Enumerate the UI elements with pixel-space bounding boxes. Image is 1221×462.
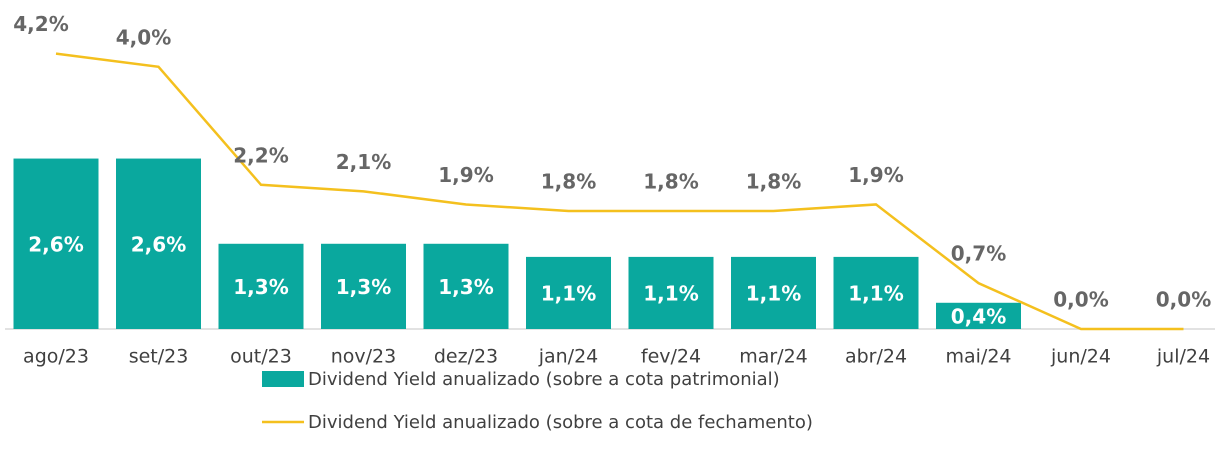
- bar: [526, 256, 611, 329]
- x-tick-label: ago/23: [23, 346, 89, 368]
- bar: [833, 256, 919, 329]
- x-tick-label: fev/24: [641, 346, 701, 368]
- x-tick-label: set/23: [129, 346, 189, 368]
- legend-label: Dividend Yield anualizado (sobre a cota …: [308, 369, 780, 390]
- bar-label: 1,1%: [541, 281, 596, 305]
- bar: [13, 158, 99, 329]
- x-tick-label: jul/24: [1156, 346, 1210, 368]
- x-tick-label: abr/24: [845, 346, 907, 368]
- bar-label: 1,1%: [746, 281, 801, 305]
- line-label: 1,8%: [746, 170, 801, 194]
- x-tick-label: nov/23: [331, 346, 397, 368]
- bar: [628, 256, 714, 329]
- line-label: 1,9%: [848, 163, 903, 187]
- line-label: 2,1%: [336, 150, 391, 174]
- x-tick-label: mar/24: [739, 346, 808, 368]
- bar: [731, 256, 816, 329]
- bar-label: 1,3%: [233, 275, 288, 299]
- bar: [423, 243, 509, 329]
- line-label: 0,0%: [1053, 288, 1108, 312]
- bar-label: 1,3%: [336, 275, 391, 299]
- bar-label: 1,3%: [438, 275, 493, 299]
- line-label: 1,8%: [643, 170, 698, 194]
- x-tick-label: jun/24: [1050, 346, 1111, 368]
- bar: [116, 158, 201, 329]
- legend-label: Dividend Yield anualizado (sobre a cota …: [308, 412, 813, 433]
- bar: [321, 243, 406, 329]
- bar-label: 2,6%: [131, 232, 186, 256]
- line-label: 4,0%: [116, 25, 171, 49]
- bar-label: 2,6%: [28, 232, 83, 256]
- x-tick-label: mai/24: [945, 346, 1011, 368]
- line-label: 1,9%: [438, 163, 493, 187]
- line-label: 0,7%: [951, 242, 1006, 266]
- bar: [936, 302, 1021, 329]
- legend-swatch: [262, 371, 304, 387]
- line-label: 1,8%: [541, 170, 596, 194]
- line: [55, 52, 1184, 331]
- x-tick-label: dez/23: [434, 346, 498, 368]
- x-tick-label: jan/24: [538, 346, 599, 368]
- bar-label: 1,1%: [848, 281, 903, 305]
- line-label: 0,0%: [1156, 288, 1211, 312]
- line-label: 2,2%: [233, 143, 288, 167]
- bar-label: 0,4%: [951, 304, 1006, 328]
- bar-label: 1,1%: [643, 281, 698, 305]
- bar: [218, 243, 304, 329]
- line-label: 4,2%: [13, 12, 68, 36]
- x-tick-label: out/23: [230, 346, 292, 368]
